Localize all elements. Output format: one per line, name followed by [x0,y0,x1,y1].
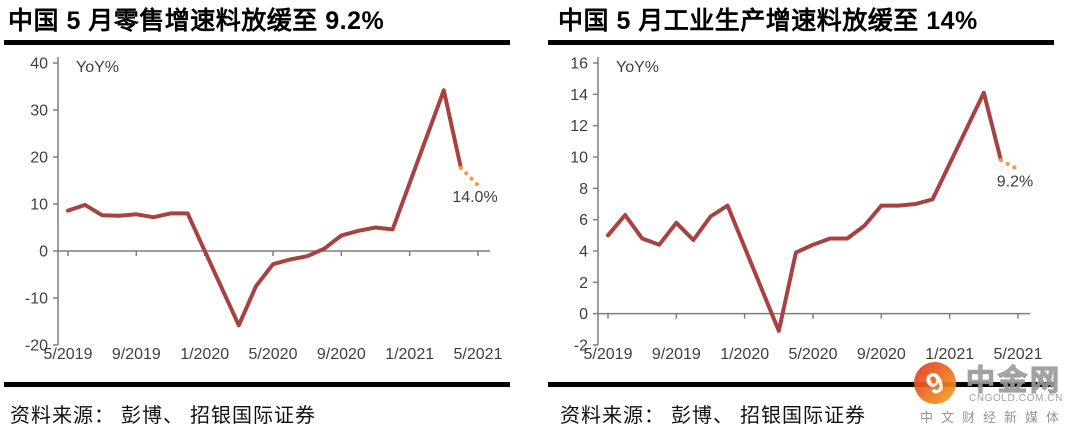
source-note: 资料来源： 彭博、 招银国际证券 [560,405,866,427]
industrial-production-yoy-line-chart: 16 14 12 10 8 6 4 2 0 -2 YoY% 5/2019 9/2019 1/2020 5/2… [570,56,1043,364]
svg-text:30: 30 [30,103,48,120]
svg-text:9/2020: 9/2020 [857,346,906,363]
svg-text:5/2021: 5/2021 [454,346,503,363]
svg-text:0: 0 [579,306,588,323]
svg-text:1/2021: 1/2021 [385,346,434,363]
svg-text:5/2019: 5/2019 [584,346,633,363]
svg-text:10: 10 [30,197,48,214]
svg-text:YoY%: YoY% [76,59,119,76]
svg-text:1/2021: 1/2021 [925,346,974,363]
svg-text:40: 40 [30,56,48,73]
swirl-icon: 9 [914,362,956,404]
svg-text:5/2019: 5/2019 [44,346,93,363]
svg-text:9/2020: 9/2020 [317,346,366,363]
svg-text:4: 4 [579,244,588,261]
brand-name: 中金网 [965,364,1063,397]
svg-text:12: 12 [570,118,588,135]
svg-text:10: 10 [570,150,588,167]
svg-text:9/2019: 9/2019 [112,346,161,363]
svg-text:16: 16 [570,56,588,73]
industrial-production-chart-title: 中国 5 月工业生产增速料放缓至 14% [558,7,978,35]
retail-yoy-line-chart: 40 30 20 10 0 -10 -20 YoY% 5/2019 9/2019 1/2020 5/2… [25,56,503,364]
cngold-watermark: 9 中金网 CNGOLD.COM.CN 中文财经新媒体 [912,356,1080,429]
svg-text:YoY%: YoY% [616,59,659,76]
source-note: 资料来源： 彭博、 招银国际证券 [10,405,316,427]
retail-chart-title: 中国 5 月零售增速料放缓至 9.2% [8,7,385,35]
svg-text:5/2020: 5/2020 [789,346,838,363]
svg-text:8: 8 [579,181,588,198]
title-divider [4,40,510,45]
footer-divider [4,382,510,387]
svg-text:-10: -10 [25,291,48,308]
svg-text:5/2020: 5/2020 [249,346,298,363]
svg-text:-20: -20 [25,338,48,355]
brand-domain: CNGOLD.COM.CN [969,393,1063,404]
svg-text:14.0%: 14.0% [452,189,497,206]
svg-text:5/2021: 5/2021 [994,346,1043,363]
footer-divider [548,382,1054,387]
svg-text:1/2020: 1/2020 [180,346,229,363]
svg-text:9/2019: 9/2019 [652,346,701,363]
retail-chart-panel: 中国 5 月零售增速料放缓至 9.2% 40 30 20 10 0 -10 -20 YoY% 5… [4,7,510,427]
svg-text:6: 6 [579,212,588,229]
industrial-production-chart-panel: 中国 5 月工业生产增速料放缓至 14% 16 14 12 10 8 6 4 2 0 -2 YoY%… [540,0,1080,429]
svg-text:20: 20 [30,150,48,167]
svg-text:9.2%: 9.2% [997,174,1033,191]
brand-tagline: 中文财经新媒体 [920,410,1068,425]
svg-text:2: 2 [579,275,588,292]
svg-text:14: 14 [570,87,588,104]
svg-text:1/2020: 1/2020 [720,346,769,363]
svg-text:0: 0 [39,244,48,261]
title-divider [548,40,1054,45]
svg-text:-2: -2 [574,338,588,355]
